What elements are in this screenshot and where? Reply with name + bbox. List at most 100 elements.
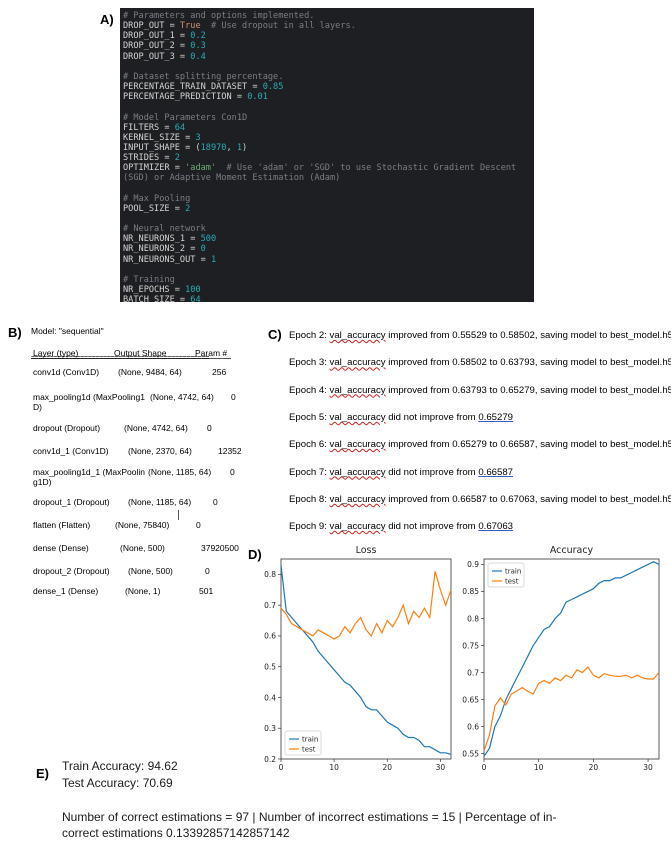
model-name: Model: "sequential" — [31, 326, 104, 336]
log-line: Epoch 4: val_accuracy improved from 0.63… — [289, 385, 671, 396]
code-token: # Model Parameters Con1D — [123, 112, 248, 123]
code-token: 3 — [195, 132, 201, 143]
log-kw: val_accuracy — [329, 493, 386, 505]
layer-name-cont: g1D) — [33, 477, 52, 487]
plot-frame — [280, 558, 452, 760]
column-output-shape: Output Shape — [114, 348, 167, 358]
param-count: 0 — [205, 566, 210, 576]
output-shape: (None, 4742, 64) — [150, 392, 214, 402]
code-line: # Parameters and options implemented. — [123, 11, 314, 21]
x-tick-label: 20 — [382, 763, 392, 772]
code-line: POOL_SIZE = 2 — [123, 204, 190, 214]
layer-name: flatten (Flatten) — [33, 520, 91, 530]
code-line: # Model Parameters Con1D — [123, 113, 247, 123]
param-count: 0 — [207, 423, 212, 433]
code-token: PERCENTAGE_PREDICTION = — [123, 92, 248, 103]
code-token: NR_NEURONS_2 = — [123, 244, 201, 255]
y-tick-label: 0.6 — [467, 722, 479, 731]
code-line: DROP_OUT_3 = 0.4 — [123, 52, 206, 62]
layer-name: conv1d_1 (Conv1D) — [33, 446, 109, 456]
y-tick-label: 0.55 — [462, 749, 479, 758]
legend-label: train — [302, 736, 318, 744]
code-token: NR_NEURONS_1 = — [123, 234, 201, 245]
output-shape: (None, 1185, 64) — [128, 497, 192, 507]
y-tick-label: 0.8 — [467, 614, 479, 623]
panel-label-e: E) — [36, 766, 49, 781]
code-token: DROP_OUT_2 = — [123, 41, 191, 52]
summary-separator: ========================================… — [31, 355, 210, 362]
output-shape: (None, 1185, 64) — [148, 467, 212, 477]
y-tick-label: 0.2 — [264, 755, 276, 764]
code-line: NR_NEURONS_1 = 500 — [123, 234, 216, 244]
code-line: FILTERS = 64 — [123, 123, 185, 133]
output-shape: (None, 500) — [128, 566, 173, 576]
code-panel: # Parameters and options implemented. DRO… — [120, 8, 534, 302]
panel-label-d: D) — [248, 547, 262, 562]
code-token: DROP_OUT = — [123, 21, 180, 32]
loss-chart: Loss 0.2 0.3 0.4 0.5 0.6 0.7 0.8 0 10 20 30 train tes… — [264, 545, 452, 772]
log-line: Epoch 3: val_accuracy improved from 0.58… — [289, 357, 671, 368]
output-shape: (None, 4742, 64) — [124, 423, 188, 433]
code-token: NR_EPOCHS = — [123, 285, 186, 296]
code-token: # Use 'adam' or 'SGD' to use Stochastic … — [216, 163, 517, 174]
log-tail: 0.66587 — [478, 466, 514, 478]
log-pre: Epoch 2: — [289, 330, 330, 341]
code-line: NR_NEURONS_2 = 0 — [123, 244, 206, 254]
y-tick-label: 0.85 — [462, 587, 479, 596]
y-tick-label: 0.6 — [264, 632, 276, 641]
x-tick-label: 20 — [589, 763, 599, 772]
code-line: KERNEL_SIZE = 3 — [123, 133, 201, 143]
code-token: FILTERS = — [123, 122, 175, 133]
log-post: improved from 0.58502 to 0.63793, saving… — [385, 357, 671, 369]
code-token: 0.85 — [262, 82, 284, 93]
y-tick-label: 0.9 — [467, 560, 479, 569]
series-line-train — [483, 561, 660, 757]
log-post: did not improve from — [385, 466, 479, 478]
code-line: DROP_OUT = True # Use dropout in all lay… — [123, 21, 356, 31]
code-token: # Dataset splitting percentage. — [123, 71, 284, 82]
output-shape: (None, 1) — [125, 586, 161, 596]
code-token: 1 — [210, 254, 217, 265]
log-pre: Epoch 8: — [289, 493, 330, 505]
code-token: 1 — [236, 142, 243, 153]
log-line: Epoch 6: val_accuracy improved from 0.65… — [289, 439, 671, 450]
param-count: 0 — [213, 497, 218, 507]
panel-label-a: A) — [100, 12, 114, 27]
code-token: 64 — [190, 295, 201, 302]
log-kw: val_accuracy — [329, 439, 386, 451]
log-post: did not improve from — [385, 521, 479, 533]
estimations-line-1: Number of correct estimations = 97 | Num… — [62, 810, 557, 824]
layer-name: max_pooling1d_1 (MaxPoolin — [33, 467, 145, 477]
code-token: PERCENTAGE_TRAIN_DATASET = — [123, 82, 263, 93]
code-token: KERNEL_SIZE = — [123, 132, 196, 143]
log-kw: val_accuracy — [329, 357, 386, 369]
code-line: DROP_OUT_1 = 0.2 — [123, 31, 206, 41]
x-tick-label: 0 — [279, 763, 284, 772]
panel-label-c: C) — [268, 327, 282, 342]
y-tick-label: 0.3 — [264, 724, 276, 733]
code-line: # Max Pooling — [123, 194, 190, 204]
code-token: # Max Pooling — [123, 193, 191, 204]
series-line-train — [280, 565, 452, 755]
x-tick-label: 10 — [534, 763, 544, 772]
y-tick-label: 0.5 — [264, 662, 276, 671]
y-tick-label: 0.7 — [467, 668, 479, 677]
code-token: 2 — [174, 153, 180, 164]
x-tick-label: 30 — [436, 763, 446, 772]
code-line: INPUT_SHAPE = (18970, 1) — [123, 143, 247, 153]
log-pre: Epoch 7: — [289, 466, 330, 478]
log-pre: Epoch 9: — [289, 521, 330, 533]
accuracy-chart: Accuracy 0.55 0.6 0.65 0.7 0.75 0.8 0.85 0.9 0 10 2… — [462, 545, 660, 772]
code-line: NR_NEURONS_OUT = 1 — [123, 255, 216, 265]
code-token: POOL_SIZE = — [123, 203, 186, 214]
param-count: 37920500 — [201, 543, 239, 553]
code-line: DROP_OUT_2 = 0.3 — [123, 41, 206, 51]
chart-title: Loss — [356, 545, 377, 556]
column-param: Param # — [195, 348, 228, 358]
estimations-line-2: correct estimations 0.13392857142857142 — [62, 826, 290, 840]
y-tick-label: 0.75 — [462, 641, 479, 650]
output-shape: (None, 75840) — [115, 520, 170, 530]
code-token: STRIDES = — [123, 153, 175, 164]
log-tail: 0.67063 — [478, 521, 514, 533]
output-shape: (None, 500) — [120, 543, 165, 553]
